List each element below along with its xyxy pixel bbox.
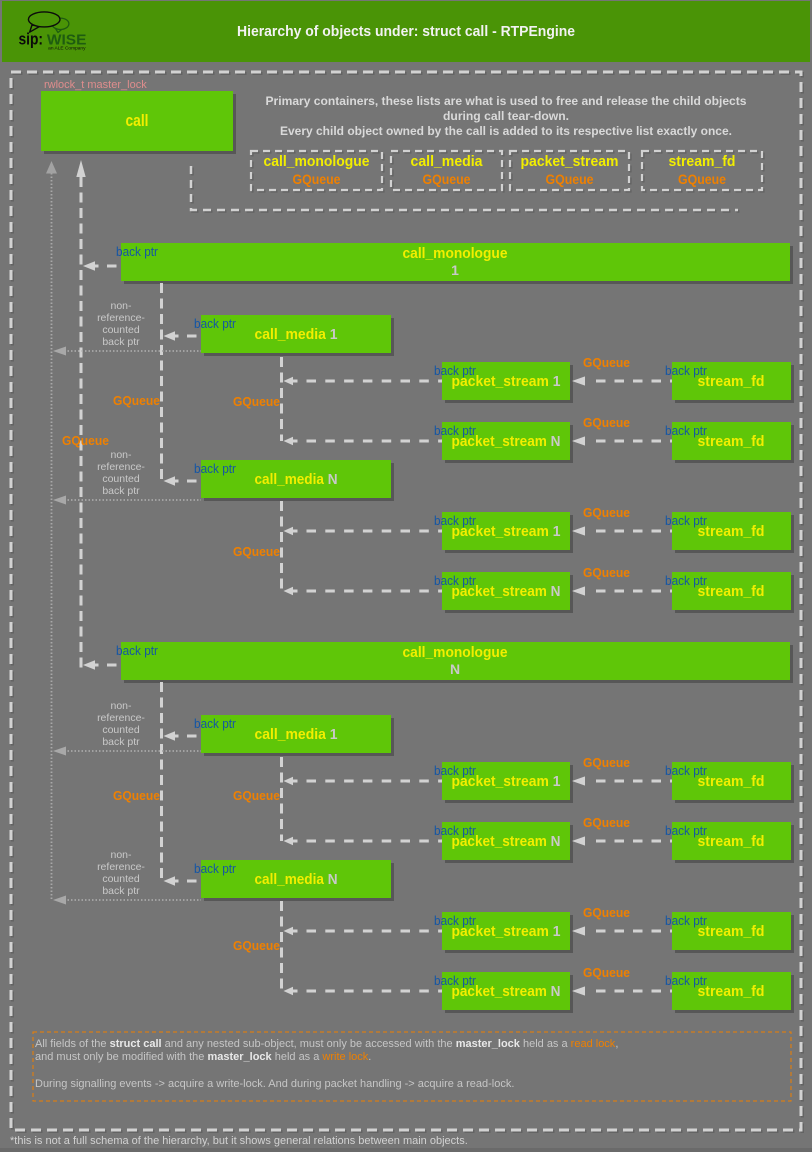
svg-text:GQueue: GQueue (233, 788, 280, 803)
svg-text:GQueue: GQueue (583, 965, 630, 980)
svg-text:*this is not a full schema of: *this is not a full schema of the hierar… (10, 1135, 468, 1147)
svg-text:counted: counted (102, 473, 140, 485)
svg-text:GQueue: GQueue (583, 565, 630, 580)
svg-text:GQueue: GQueue (423, 172, 471, 187)
svg-text:call_media N: call_media N (255, 871, 338, 888)
svg-text:GQueue: GQueue (678, 172, 726, 187)
svg-text:stream_fd: stream_fd (698, 773, 765, 790)
svg-text:GQueue: GQueue (233, 938, 280, 953)
svg-text:GQueue: GQueue (233, 544, 280, 559)
svg-text:GQueue: GQueue (62, 433, 109, 448)
svg-text:All fields of the struct call: All fields of the struct call and any ne… (35, 1038, 618, 1050)
svg-text:sip:: sip: (19, 29, 44, 48)
svg-text:stream_fd: stream_fd (698, 833, 765, 850)
svg-text:reference-: reference- (97, 312, 145, 324)
svg-text:WISE: WISE (47, 31, 87, 48)
svg-text:non-: non- (110, 300, 132, 312)
svg-text:packet_stream N: packet_stream N (452, 433, 561, 450)
svg-text:GQueue: GQueue (113, 393, 160, 408)
svg-text:call_monologue: call_monologue (403, 644, 508, 661)
svg-text:GQueue: GQueue (583, 905, 630, 920)
svg-text:GQueue: GQueue (233, 394, 280, 409)
svg-text:stream_fd: stream_fd (698, 433, 765, 450)
svg-text:packet_stream N: packet_stream N (452, 583, 561, 600)
svg-text:During signalling events -> ac: During signalling events -> acquire a wr… (35, 1078, 514, 1090)
svg-text:packet_stream: packet_stream (521, 153, 619, 170)
svg-text:counted: counted (102, 724, 140, 736)
svg-text:stream_fd: stream_fd (698, 983, 765, 1000)
svg-text:packet_stream 1: packet_stream 1 (452, 373, 561, 390)
svg-text:back ptr: back ptr (434, 763, 477, 778)
svg-text:call_media 1: call_media 1 (255, 326, 338, 343)
svg-text:reference-: reference- (97, 861, 145, 873)
svg-text:an ALE Company: an ALE Company (48, 45, 86, 51)
svg-text:back ptr: back ptr (194, 316, 237, 331)
svg-text:back ptr: back ptr (665, 423, 708, 438)
svg-text:back ptr: back ptr (434, 513, 477, 528)
svg-text:packet_stream 1: packet_stream 1 (452, 923, 561, 940)
svg-text:back ptr: back ptr (434, 913, 477, 928)
svg-text:call_media: call_media (411, 153, 484, 170)
svg-text:back ptr: back ptr (665, 973, 708, 988)
svg-text:packet_stream N: packet_stream N (452, 983, 561, 1000)
svg-text:counted: counted (102, 324, 140, 336)
svg-text:Primary containers, these list: Primary containers, these lists are what… (266, 94, 747, 108)
svg-text:call_media 1: call_media 1 (255, 726, 338, 743)
svg-text:back ptr: back ptr (665, 513, 708, 528)
svg-text:non-: non- (110, 700, 132, 712)
svg-text:back ptr: back ptr (194, 716, 237, 731)
svg-text:GQueue: GQueue (113, 788, 160, 803)
svg-text:GQueue: GQueue (293, 172, 341, 187)
svg-text:back ptr: back ptr (434, 573, 477, 588)
svg-text:1: 1 (451, 262, 459, 278)
svg-text:call_monologue: call_monologue (403, 245, 508, 262)
svg-text:back ptr: back ptr (102, 885, 140, 897)
svg-text:stream_fd: stream_fd (669, 153, 736, 170)
svg-text:back ptr: back ptr (194, 461, 237, 476)
svg-text:N: N (450, 661, 460, 677)
svg-text:back ptr: back ptr (102, 736, 140, 748)
svg-text:stream_fd: stream_fd (698, 523, 765, 540)
svg-text:back ptr: back ptr (434, 363, 477, 378)
svg-text:back ptr: back ptr (665, 913, 708, 928)
svg-text:GQueue: GQueue (583, 355, 630, 370)
svg-text:back ptr: back ptr (665, 363, 708, 378)
svg-text:during call tear-down.: during call tear-down. (443, 109, 569, 123)
svg-text:counted: counted (102, 873, 140, 885)
svg-text:GQueue: GQueue (583, 815, 630, 830)
svg-text:back ptr: back ptr (665, 573, 708, 588)
svg-text:back ptr: back ptr (102, 485, 140, 497)
svg-text:GQueue: GQueue (546, 172, 594, 187)
svg-text:call_media N: call_media N (255, 471, 338, 488)
svg-text:back ptr: back ptr (102, 336, 140, 348)
svg-text:back ptr: back ptr (194, 861, 237, 876)
svg-text:packet_stream 1: packet_stream 1 (452, 773, 561, 790)
svg-text:back ptr: back ptr (665, 763, 708, 778)
svg-text:back ptr: back ptr (434, 423, 477, 438)
svg-text:GQueue: GQueue (583, 505, 630, 520)
svg-text:back ptr: back ptr (665, 823, 708, 838)
svg-text:call: call (126, 112, 149, 130)
svg-text:GQueue: GQueue (583, 415, 630, 430)
svg-text:rwlock_t master_lock: rwlock_t master_lock (44, 79, 147, 91)
svg-text:stream_fd: stream_fd (698, 923, 765, 940)
svg-text:back ptr: back ptr (434, 973, 477, 988)
svg-text:Hierarchy of objects under: st: Hierarchy of objects under: struct call … (237, 24, 575, 40)
svg-text:reference-: reference- (97, 461, 145, 473)
svg-text:stream_fd: stream_fd (698, 583, 765, 600)
svg-text:back ptr: back ptr (434, 823, 477, 838)
svg-text:non-: non- (110, 449, 132, 461)
svg-text:call_monologue: call_monologue (264, 153, 370, 170)
svg-text:and must only be modified with: and must only be modified with the maste… (35, 1051, 371, 1063)
svg-text:packet_stream N: packet_stream N (452, 833, 561, 850)
svg-text:GQueue: GQueue (583, 755, 630, 770)
svg-text:Every child object owned by th: Every child object owned by the call is … (280, 124, 732, 138)
svg-text:reference-: reference- (97, 712, 145, 724)
svg-text:packet_stream 1: packet_stream 1 (452, 523, 561, 540)
svg-text:back ptr: back ptr (116, 643, 159, 658)
svg-text:back ptr: back ptr (116, 244, 159, 259)
svg-text:stream_fd: stream_fd (698, 373, 765, 390)
svg-text:non-: non- (110, 849, 132, 861)
